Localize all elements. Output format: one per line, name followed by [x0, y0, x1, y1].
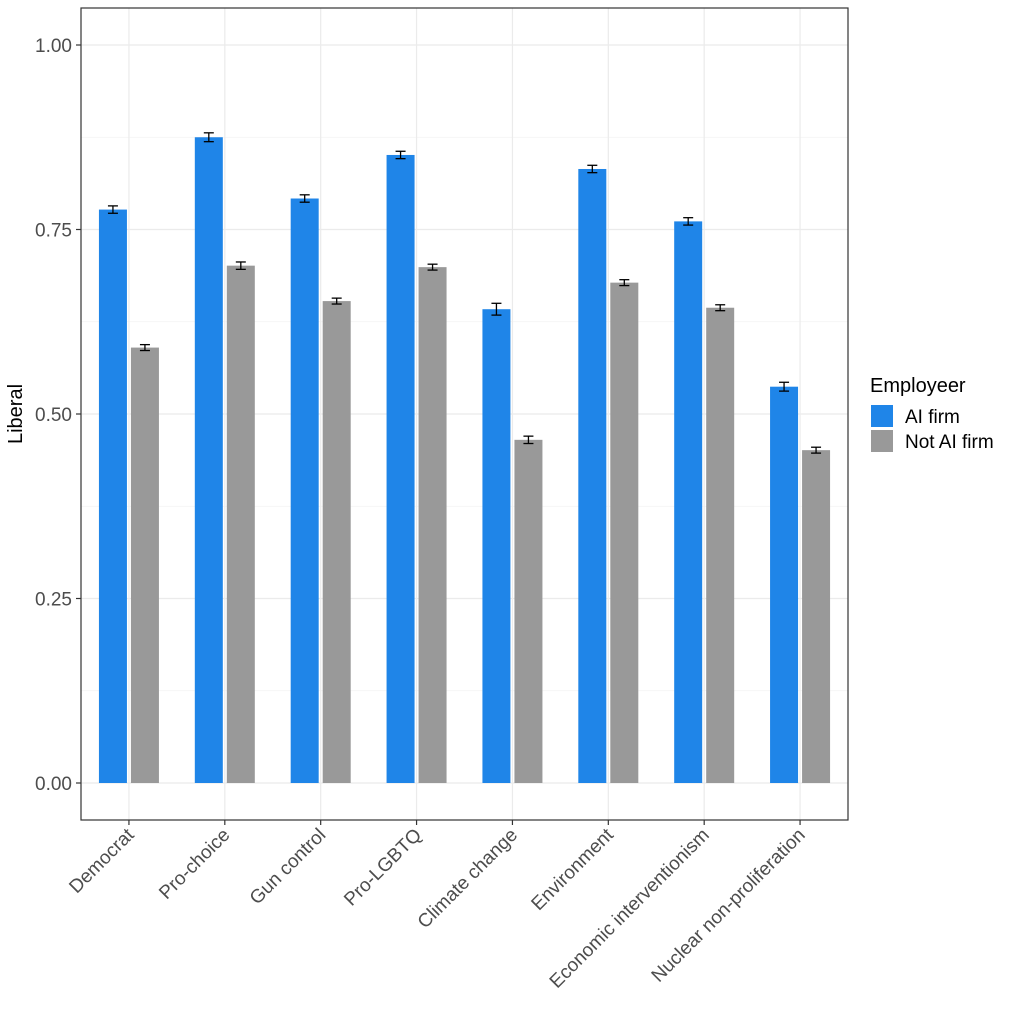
- x-tick-label: Environment: [528, 824, 619, 915]
- legend-label: Not AI firm: [905, 432, 994, 453]
- x-tick-label: Democrat: [65, 824, 139, 898]
- bar-not-ai-firm: [322, 301, 351, 783]
- bar-ai-firm: [578, 168, 607, 783]
- y-tick-label: 0.50: [35, 405, 72, 426]
- bar-not-ai-firm: [802, 450, 831, 783]
- error-bar: [491, 302, 502, 316]
- legend-label: AI firm: [905, 407, 960, 428]
- x-tick-label: Pro-LGBTQ: [340, 825, 426, 911]
- bar-not-ai-firm: [610, 282, 639, 783]
- bar-not-ai-firm: [418, 267, 447, 783]
- error-bar: [107, 205, 118, 214]
- error-bar: [427, 263, 438, 271]
- error-bar: [683, 217, 694, 226]
- y-tick-label: 0.75: [35, 221, 72, 242]
- error-bar: [299, 194, 310, 203]
- error-bar: [203, 132, 214, 143]
- bar-ai-firm: [770, 386, 799, 783]
- x-axis: Democrat Pro-choice Gun control Pro-LGBTQCl…: [65, 820, 810, 993]
- y-tick-label: 1.00: [35, 36, 72, 57]
- error-bar: [235, 261, 246, 271]
- error-bar: [811, 446, 822, 454]
- bar-not-ai-firm: [514, 439, 543, 783]
- error-bar: [523, 435, 534, 445]
- error-bar: [619, 279, 630, 287]
- bar-ai-firm: [674, 221, 703, 783]
- bar-not-ai-firm: [130, 347, 159, 783]
- bar-not-ai-firm: [706, 307, 735, 783]
- legend-key-ai-firm: [871, 405, 893, 427]
- error-bar: [715, 304, 726, 312]
- y-axis-title: Liberal: [5, 384, 27, 444]
- error-bar: [395, 150, 406, 160]
- error-bar: [779, 381, 790, 392]
- legend-title: Employeer: [870, 375, 966, 397]
- y-tick-label: 0.00: [35, 774, 72, 795]
- bar-ai-firm: [386, 154, 415, 783]
- bar-ai-firm: [194, 137, 223, 783]
- bar-not-ai-firm: [226, 265, 255, 783]
- error-bar: [139, 343, 150, 352]
- error-bars: [107, 132, 822, 454]
- bar-ai-firm: [98, 209, 127, 784]
- y-axis: 0.00 0.25 0.50 0.75 1.00: [35, 36, 81, 795]
- bar-ai-firm: [482, 309, 511, 783]
- x-tick-label: Pro-choice: [155, 825, 234, 904]
- x-tick-label: Nuclear non-proliferation: [648, 825, 810, 987]
- bar-ai-firm: [290, 198, 319, 783]
- legend-key-not-ai-firm: [871, 430, 893, 452]
- x-tick-label: Gun control: [246, 825, 330, 909]
- x-tick-label: Economic interventionism: [546, 825, 714, 993]
- y-tick-label: 0.25: [35, 590, 72, 611]
- legend: Employeer AI firm Not AI firm: [870, 375, 994, 453]
- error-bar: [331, 297, 342, 305]
- bars: [98, 137, 831, 784]
- x-tick-label: Climate change: [414, 825, 522, 933]
- error-bar: [587, 164, 598, 174]
